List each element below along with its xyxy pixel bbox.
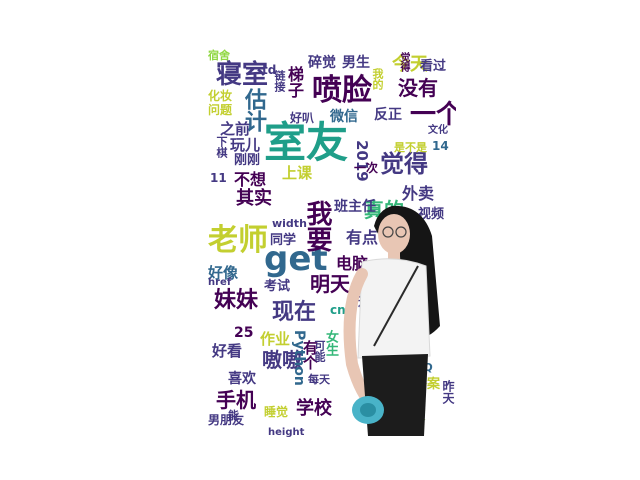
word: 班主任 [334,199,376,215]
word: 考试 [264,279,291,294]
word: 老师 [208,223,268,258]
word: cn [330,303,346,317]
word: 玩儿 [230,136,261,154]
word: 碎觉 [308,55,336,71]
word: 我的 [371,68,384,90]
word: td [262,63,277,77]
word: 宿舍 [208,49,230,62]
word: 觉得 [398,52,409,72]
word: get [264,239,328,279]
word: 下棋 [215,136,228,158]
word: 男生 [342,55,370,71]
word: 现在 [272,300,317,325]
word: 我要 [302,200,332,252]
word: 可能 [313,340,326,362]
word: 好看 [212,342,243,360]
word: 作业 [260,330,291,348]
word: 寝室 [216,60,269,90]
word: 每天 [308,373,330,386]
word: 好像 [208,264,239,282]
word: href [208,277,232,288]
word: 能 [228,409,239,422]
word: Python [291,330,307,386]
word: 喜欢 [228,371,256,387]
word: 问题 [208,103,233,117]
word: width [272,217,307,230]
word: 之前 [220,120,251,138]
word: 觉得 [380,150,428,178]
word: 明天 [310,272,350,296]
word: 一次 [354,161,379,175]
word: 没有 [398,76,438,100]
word: 上课 [282,164,313,182]
word: 手机 [216,388,256,412]
word: 14 [432,139,449,153]
word: 梯子 [285,66,304,98]
word: 男朋友 [208,413,245,427]
word: 看过 [420,59,447,74]
word: 11 [210,171,227,185]
word: height [268,427,305,438]
word: 室友 [264,118,349,167]
word: 一个 [410,100,456,130]
word: 昨天 [441,380,455,404]
word: 今天 [392,54,428,75]
word: 反正 [374,107,402,123]
word: 微信 [330,109,358,125]
word: 25 [234,325,254,341]
word: 是不是 [394,141,427,154]
word: 文化 [428,125,448,136]
word: 喷脸 [312,73,372,108]
word: 有个 [301,340,319,370]
person-photo-cutout [343,205,440,436]
word: 视频 [418,207,445,222]
word: 有点 [346,228,379,247]
word: 不想 [234,170,267,189]
word: 学校 [296,398,332,419]
word: 好叭 [290,111,315,125]
word: 电脑 [336,254,369,273]
word: 化妆 [208,89,233,103]
word: 妹妹 [214,288,259,313]
word: 刚刚 [234,153,261,168]
word: 链接 [273,70,286,92]
word: 其实 [236,188,272,209]
word: 睡觉 [264,405,289,419]
word: 同学 [270,233,297,248]
word: 外卖 [402,184,435,203]
word: 估计 [241,88,266,132]
word: 嗷嗷 [262,348,302,372]
word: 女生 [323,330,338,356]
word: 2019 [353,140,371,182]
